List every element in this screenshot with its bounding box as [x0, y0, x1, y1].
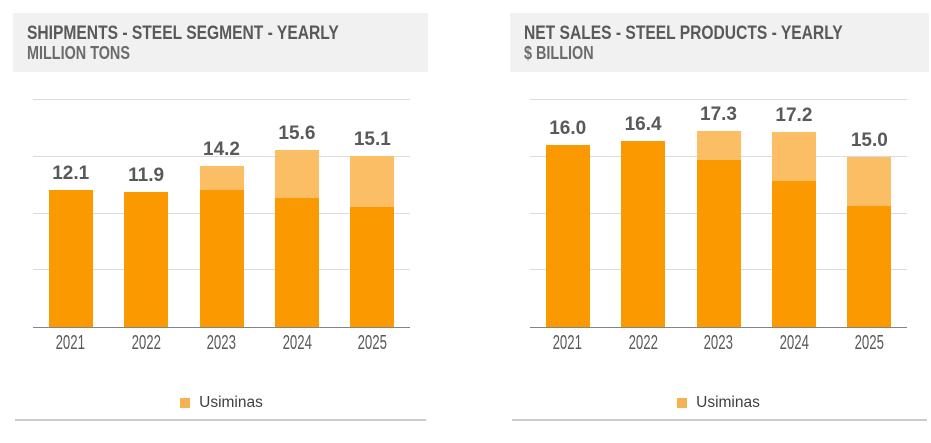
bar-segment-usiminas: [696, 130, 741, 161]
bar-segment-usiminas: [350, 155, 395, 207]
shipments-chart-panel: SHIPMENTS - STEEL SEGMENT - YEARLY MILLI…: [13, 13, 428, 428]
bar-value-label: 17.3: [700, 103, 737, 125]
chart-subtitle: MILLION TONS: [27, 43, 130, 63]
x-axis-label: 2024: [779, 332, 809, 354]
bar-group: 15.0: [832, 100, 907, 327]
bar-value-label: 11.9: [128, 164, 165, 186]
legend-swatch-icon: [180, 397, 191, 408]
bar-group: 11.9: [108, 100, 183, 327]
bar-group: 12.1: [33, 100, 108, 327]
bar-segment-base: [847, 205, 892, 327]
gridline: [530, 99, 907, 100]
x-axis-labels: 2021 2022 2023 2024 2025: [530, 332, 907, 354]
bar-segment-usiminas: [847, 156, 892, 206]
bar-segment-base: [771, 180, 816, 327]
bar-value-label: 15.6: [278, 122, 316, 144]
bar-segment-base: [696, 160, 741, 327]
gridline: [33, 155, 410, 157]
plot-area: 12.1 11.9 14.2 15.6 15.1: [33, 99, 410, 328]
bar-value-label: 14.2: [203, 138, 240, 160]
bar-value-label: 12.1: [52, 162, 90, 184]
bar-group: 17.2: [756, 100, 831, 327]
legend: Usiminas: [530, 395, 907, 410]
bar-group: 15.1: [335, 100, 410, 327]
x-axis-label: 2021: [553, 332, 583, 354]
bar-value-label: 16.4: [624, 113, 662, 135]
x-axis-label: 2025: [357, 332, 388, 354]
bar-group: 16.4: [605, 100, 680, 327]
x-axis-label: 2025: [854, 332, 885, 354]
legend-swatch-icon: [677, 397, 688, 408]
bar-value-label: 15.1: [353, 128, 391, 150]
net-sales-chart-panel: NET SALES - STEEL PRODUCTS - YEARLY $ BI…: [510, 13, 929, 428]
x-axis-label: 2023: [206, 332, 237, 354]
chart-title-box: SHIPMENTS - STEEL SEGMENT - YEARLY MILLI…: [13, 13, 428, 72]
bottom-divider: [15, 419, 426, 421]
bar-segment-usiminas: [274, 149, 319, 198]
bar-group: 17.3: [681, 100, 756, 327]
gridline: [33, 99, 410, 100]
chart-title: NET SALES - STEEL PRODUCTS - YEARLY: [524, 22, 843, 44]
x-axis-label: 2024: [282, 332, 312, 354]
chart-title-box: NET SALES - STEEL PRODUCTS - YEARLY $ BI…: [510, 13, 929, 72]
bar-segment-usiminas: [771, 131, 816, 181]
x-axis-label: 2022: [628, 332, 658, 354]
bar-group: 15.6: [259, 100, 334, 327]
bar-group: 16.0: [530, 100, 605, 327]
x-axis-label: 2021: [56, 332, 86, 354]
bar-value-label: 17.2: [775, 104, 813, 126]
bottom-divider: [512, 419, 927, 421]
bar-segment-usiminas: [199, 165, 244, 190]
chart-subtitle: $ BILLION: [524, 43, 594, 63]
bar-segment-base: [621, 140, 666, 327]
bar-group: 14.2: [184, 100, 259, 327]
bar-value-label: 16.0: [549, 118, 587, 140]
x-axis-label: 2023: [703, 332, 734, 354]
bar-segment-base: [199, 189, 244, 327]
bar-segment-base: [274, 197, 319, 327]
x-axis-labels: 2021 2022 2023 2024 2025: [33, 332, 410, 354]
plot-area: 16.0 16.4 17.3 17.2 15.0: [530, 99, 907, 328]
x-axis-label: 2022: [131, 332, 161, 354]
bar-segment-base: [48, 189, 93, 327]
bar-segment-base: [545, 145, 590, 327]
legend-label: Usiminas: [199, 394, 263, 411]
bar-segment-base: [350, 206, 395, 327]
bar-value-label: 15.0: [850, 129, 888, 151]
chart-title: SHIPMENTS - STEEL SEGMENT - YEARLY: [27, 22, 339, 44]
legend-label: Usiminas: [696, 394, 760, 411]
bar-segment-base: [124, 191, 169, 327]
legend: Usiminas: [33, 395, 410, 410]
